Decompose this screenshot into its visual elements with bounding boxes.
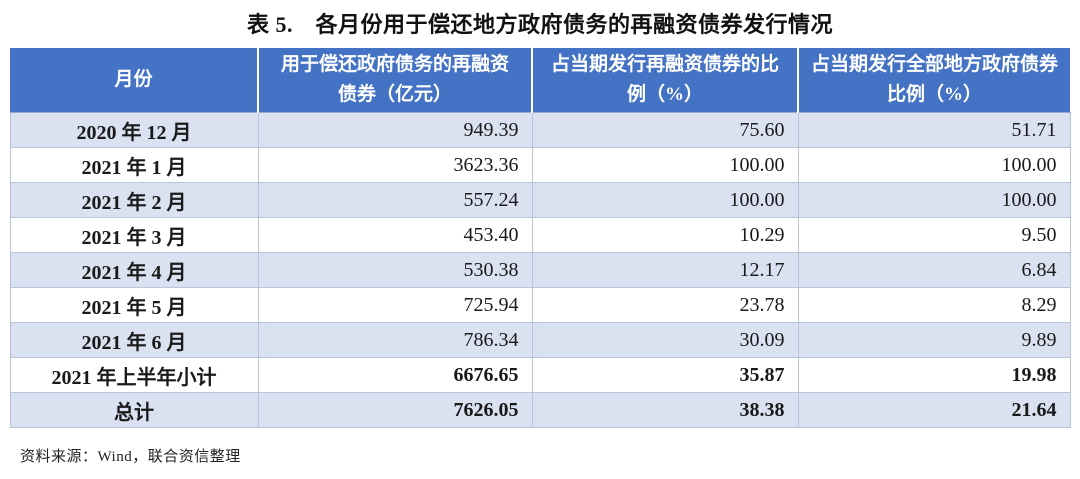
- pct-refinancing-cell: 10.29: [531, 217, 799, 253]
- table-row: 2021 年 6 月 786.34 30.09 9.89: [9, 322, 1071, 358]
- header-amount: 用于偿还政府债务的再融资 债券（亿元）: [258, 48, 533, 113]
- table-row: 2021 年 3 月 453.40 10.29 9.50: [9, 217, 1071, 253]
- pct-all-cell: 8.29: [797, 287, 1071, 323]
- pct-all-cell: 21.64: [797, 392, 1071, 428]
- pct-refinancing-cell: 30.09: [531, 322, 799, 358]
- table-header-row: 月份 用于偿还政府债务的再融资 债券（亿元） 占当期发行再融资债券的比 例（%）…: [10, 48, 1070, 113]
- header-pct-refinancing: 占当期发行再融资债券的比 例（%）: [532, 48, 799, 113]
- data-source-note: 资料来源：Wind，联合资信整理: [20, 449, 241, 465]
- month-cell: 2021 年 1 月: [9, 147, 259, 183]
- amount-cell: 949.39: [257, 112, 533, 148]
- amount-cell: 530.38: [257, 252, 533, 288]
- pct-all-cell: 6.84: [797, 252, 1071, 288]
- amount-cell: 453.40: [257, 217, 533, 253]
- month-cell: 2021 年上半年小计: [9, 357, 259, 393]
- refinancing-bonds-table: 月份 用于偿还政府债务的再融资 债券（亿元） 占当期发行再融资债券的比 例（%）…: [9, 48, 1071, 428]
- pct-refinancing-cell: 75.60: [531, 112, 799, 148]
- amount-cell: 3623.36: [257, 147, 533, 183]
- pct-all-cell: 9.50: [797, 217, 1071, 253]
- amount-cell: 6676.65: [257, 357, 533, 393]
- amount-cell: 557.24: [257, 182, 533, 218]
- table-row: 2021 年 5 月 725.94 23.78 8.29: [9, 287, 1071, 323]
- subtotal-row: 2021 年上半年小计 6676.65 35.87 19.98: [9, 357, 1071, 393]
- table-row: 2021 年 1 月 3623.36 100.00 100.00: [9, 147, 1071, 183]
- amount-cell: 7626.05: [257, 392, 533, 428]
- pct-all-cell: 51.71: [797, 112, 1071, 148]
- header-month: 月份: [10, 48, 259, 113]
- table-row: 2021 年 2 月 557.24 100.00 100.00: [9, 182, 1071, 218]
- pct-refinancing-cell: 35.87: [531, 357, 799, 393]
- month-cell: 2021 年 5 月: [9, 287, 259, 323]
- table-row: 2020 年 12 月 949.39 75.60 51.71: [9, 112, 1071, 148]
- month-cell: 总计: [9, 392, 259, 428]
- pct-all-cell: 100.00: [797, 147, 1071, 183]
- pct-refinancing-cell: 100.00: [531, 182, 799, 218]
- table-title: 表 5. 各月份用于偿还地方政府债务的再融资债券发行情况: [246, 12, 833, 37]
- amount-cell: 786.34: [257, 322, 533, 358]
- amount-cell: 725.94: [257, 287, 533, 323]
- pct-refinancing-cell: 38.38: [531, 392, 799, 428]
- pct-refinancing-cell: 23.78: [531, 287, 799, 323]
- pct-refinancing-cell: 100.00: [531, 147, 799, 183]
- month-cell: 2020 年 12 月: [9, 112, 259, 148]
- total-row: 总计 7626.05 38.38 21.64: [9, 392, 1071, 428]
- month-cell: 2021 年 2 月: [9, 182, 259, 218]
- month-cell: 2021 年 4 月: [9, 252, 259, 288]
- month-cell: 2021 年 3 月: [9, 217, 259, 253]
- header-pct-all: 占当期发行全部地方政府债券 比例（%）: [798, 48, 1070, 113]
- month-cell: 2021 年 6 月: [9, 322, 259, 358]
- pct-refinancing-cell: 12.17: [531, 252, 799, 288]
- pct-all-cell: 100.00: [797, 182, 1071, 218]
- table-row: 2021 年 4 月 530.38 12.17 6.84: [9, 252, 1071, 288]
- pct-all-cell: 19.98: [797, 357, 1071, 393]
- pct-all-cell: 9.89: [797, 322, 1071, 358]
